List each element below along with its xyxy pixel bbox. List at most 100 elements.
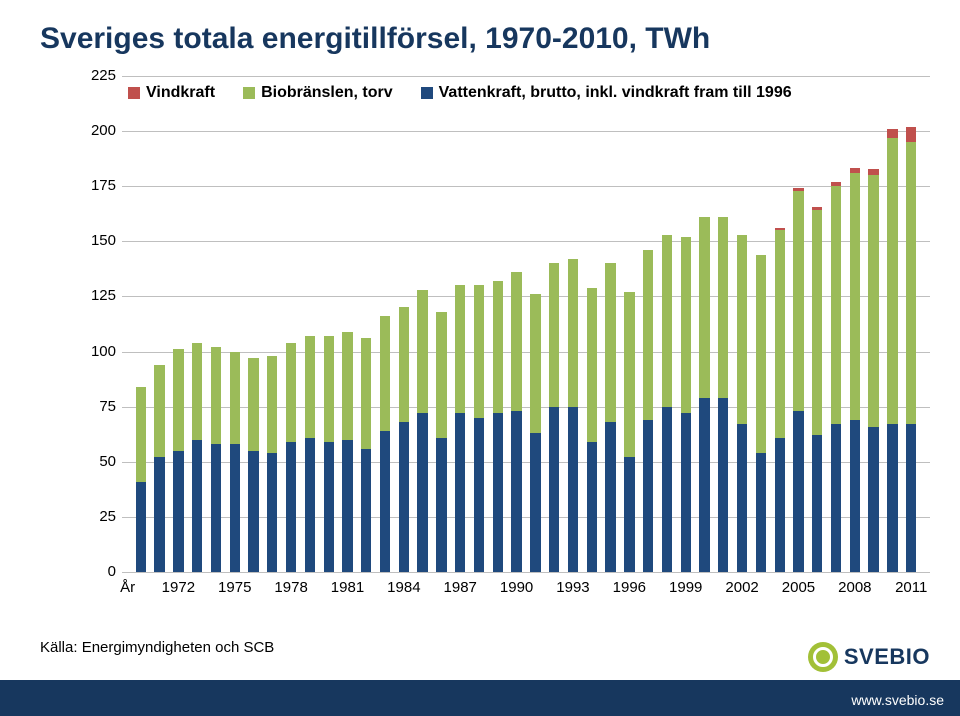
- segment-vatten: [436, 438, 446, 572]
- segment-bio: [906, 142, 916, 424]
- segment-vatten: [699, 398, 709, 572]
- bar-1982: [361, 76, 371, 572]
- bar-2002: [737, 76, 747, 572]
- x-tick-label: 1996: [613, 579, 646, 596]
- segment-bio: [775, 230, 785, 437]
- bar-1983: [380, 76, 390, 572]
- x-tick-label: 1993: [556, 579, 589, 596]
- bar-1995: [605, 76, 615, 572]
- x-tick-label: 2005: [782, 579, 815, 596]
- segment-vatten: [624, 457, 634, 572]
- bar-2008: [850, 76, 860, 572]
- segment-bio: [455, 285, 465, 413]
- segment-vatten: [662, 407, 672, 572]
- logo-icon: [808, 642, 838, 672]
- y-tick-label: 0: [80, 563, 116, 580]
- x-tick-label: 1984: [387, 579, 420, 596]
- segment-bio: [211, 347, 221, 444]
- segment-bio: [831, 186, 841, 424]
- segment-vatten: [230, 444, 240, 572]
- segment-vatten: [568, 407, 578, 572]
- segment-vatten: [305, 438, 315, 572]
- x-tick-label: 1972: [162, 579, 195, 596]
- segment-vatten: [248, 451, 258, 572]
- bar-1973: [192, 76, 202, 572]
- brand-logo: SVEBIO: [808, 642, 930, 672]
- segment-vatten: [361, 449, 371, 572]
- bar-1977: [267, 76, 277, 572]
- bar-1993: [568, 76, 578, 572]
- segment-bio: [643, 250, 653, 420]
- segment-vatten: [549, 407, 559, 572]
- bar-2000: [699, 76, 709, 572]
- x-tick-label: 1978: [274, 579, 307, 596]
- segment-vatten: [605, 422, 615, 572]
- gridline: [122, 572, 930, 573]
- x-tick-label: 2008: [838, 579, 871, 596]
- segment-bio: [549, 263, 559, 406]
- bars-container: [122, 76, 930, 572]
- segment-bio: [305, 336, 315, 437]
- segment-bio: [173, 349, 183, 450]
- segment-bio: [662, 235, 672, 407]
- bar-1970: [136, 76, 146, 572]
- y-tick-label: 225: [80, 67, 116, 84]
- segment-vatten: [173, 451, 183, 572]
- segment-bio: [342, 332, 352, 440]
- bar-1996: [624, 76, 634, 572]
- bar-2003: [756, 76, 766, 572]
- segment-bio: [286, 343, 296, 442]
- segment-vatten: [587, 442, 597, 572]
- segment-vatten: [681, 413, 691, 572]
- segment-bio: [230, 352, 240, 445]
- bar-2010: [887, 76, 897, 572]
- segment-bio: [511, 272, 521, 411]
- x-tick-label: 1990: [500, 579, 533, 596]
- segment-vatten: [887, 424, 897, 572]
- segment-vatten: [511, 411, 521, 572]
- segment-bio: [474, 285, 484, 417]
- bar-1979: [305, 76, 315, 572]
- y-tick-label: 75: [80, 398, 116, 415]
- segment-vatten: [793, 411, 803, 572]
- segment-vatten: [474, 418, 484, 572]
- segment-vatten: [286, 442, 296, 572]
- segment-bio: [267, 356, 277, 453]
- bar-1976: [248, 76, 258, 572]
- segment-bio: [324, 336, 334, 442]
- segment-bio: [154, 365, 164, 458]
- footer-bar: www.svebio.se: [0, 680, 960, 716]
- bar-2006: [812, 76, 822, 572]
- segment-bio: [493, 281, 503, 413]
- segment-vatten: [737, 424, 747, 572]
- y-tick-label: 25: [80, 508, 116, 525]
- bar-2005: [793, 76, 803, 572]
- segment-vatten: [831, 424, 841, 572]
- segment-vatten: [455, 413, 465, 572]
- segment-bio: [587, 288, 597, 442]
- bar-1975: [230, 76, 240, 572]
- page-title: Sveriges totala energitillförsel, 1970-2…: [40, 22, 710, 56]
- bar-1978: [286, 76, 296, 572]
- segment-bio: [530, 294, 540, 433]
- source-text: Källa: Energimyndigheten och SCB: [40, 639, 274, 656]
- bar-2001: [718, 76, 728, 572]
- segment-bio: [624, 292, 634, 457]
- logo-text: SVEBIO: [844, 644, 930, 670]
- segment-vatten: [850, 420, 860, 572]
- bar-1987: [455, 76, 465, 572]
- x-tick-label: 1975: [218, 579, 251, 596]
- segment-vatten: [643, 420, 653, 572]
- segment-vindkraft: [775, 228, 785, 230]
- segment-vindkraft: [812, 207, 822, 210]
- segment-vatten: [868, 427, 878, 572]
- segment-vindkraft: [793, 188, 803, 190]
- bar-1998: [662, 76, 672, 572]
- segment-vatten: [192, 440, 202, 572]
- segment-vatten: [417, 413, 427, 572]
- segment-bio: [380, 316, 390, 431]
- segment-bio: [605, 263, 615, 422]
- segment-vatten: [154, 457, 164, 572]
- segment-vatten: [718, 398, 728, 572]
- segment-vindkraft: [906, 127, 916, 142]
